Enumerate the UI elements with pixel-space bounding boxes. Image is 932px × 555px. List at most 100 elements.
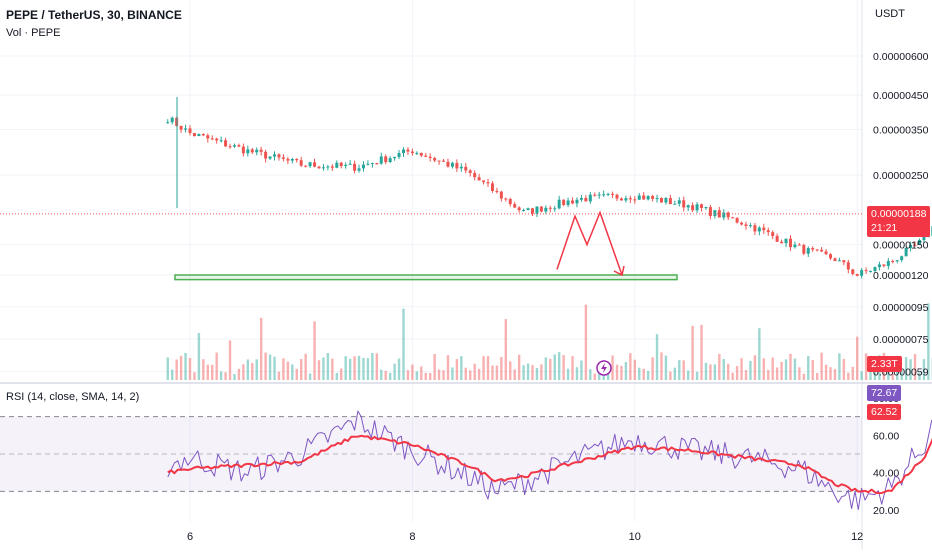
- volume-bar: [260, 318, 262, 380]
- candle-body: [856, 274, 859, 276]
- candle-body: [549, 208, 552, 209]
- candle-body: [833, 258, 836, 261]
- volume-bar: [714, 364, 716, 380]
- candle-body: [478, 177, 481, 180]
- volume-bar: [189, 358, 191, 380]
- candle-body: [865, 270, 868, 271]
- candle-body: [255, 150, 258, 153]
- candle-body: [700, 204, 703, 208]
- volume-bar: [433, 354, 435, 380]
- candle-body: [518, 207, 521, 210]
- volume-bar: [642, 369, 644, 380]
- candle-body: [900, 256, 903, 260]
- candle-body: [758, 228, 761, 232]
- price-tick-label: 0.00000095: [873, 302, 929, 314]
- volume-bar: [718, 354, 720, 380]
- volume-bar: [812, 360, 814, 380]
- candle-body: [415, 153, 418, 154]
- volume-bar: [665, 356, 667, 380]
- candle-body: [629, 198, 632, 199]
- candle-body: [495, 191, 498, 192]
- volume-bar: [589, 369, 591, 380]
- volume-bar: [362, 358, 364, 380]
- volume-bar: [224, 372, 226, 380]
- volume-bar: [638, 368, 640, 380]
- candle-body: [313, 162, 316, 166]
- candle-body: [260, 150, 263, 152]
- candle-body: [816, 250, 819, 251]
- candle-body: [460, 167, 463, 169]
- volume-bar: [536, 368, 538, 380]
- volume-bar: [856, 337, 858, 380]
- candle-body: [807, 248, 810, 254]
- candle-body: [482, 180, 485, 182]
- volume-bar: [745, 370, 747, 380]
- candle-body: [317, 167, 320, 169]
- volume-bar: [576, 367, 578, 380]
- volume-bar: [585, 305, 587, 380]
- volume-bar: [487, 356, 489, 380]
- candle-body: [286, 159, 289, 161]
- candle-body: [669, 198, 672, 204]
- candle-body: [380, 156, 383, 163]
- volume-bar: [829, 367, 831, 380]
- volume-bar: [749, 361, 751, 380]
- volume-bar: [180, 356, 182, 380]
- candle-body: [269, 157, 272, 159]
- volume-bar: [647, 371, 649, 380]
- candle-body: [531, 208, 534, 213]
- volume-bar: [300, 359, 302, 380]
- candle-body: [847, 262, 850, 269]
- volume-bar: [816, 373, 818, 380]
- candle-body: [713, 210, 716, 216]
- candle-body: [211, 138, 214, 139]
- volume-bar: [438, 369, 440, 380]
- volume-bar: [678, 360, 680, 380]
- candle-body: [180, 126, 183, 130]
- candle-body: [878, 264, 881, 267]
- candle-body: [593, 195, 596, 196]
- volume-bar: [353, 356, 355, 380]
- candle-body: [424, 156, 427, 157]
- candle-body: [780, 242, 783, 243]
- candle-body: [820, 250, 823, 252]
- candle-body: [567, 200, 570, 204]
- volume-bar: [442, 370, 444, 380]
- candle-body: [589, 195, 592, 202]
- volume-bar: [540, 364, 542, 380]
- price-tick-label: 0.00000600: [873, 51, 929, 63]
- volume-bar: [625, 362, 627, 380]
- candle-body: [762, 228, 765, 231]
- volume-bar: [287, 362, 289, 380]
- candle-body: [464, 167, 467, 171]
- volume-bar: [803, 374, 805, 380]
- candle-body: [220, 140, 223, 141]
- candle-body: [851, 269, 854, 274]
- volume-bar: [331, 359, 333, 380]
- candle-body: [389, 158, 392, 162]
- candle-body: [580, 198, 583, 200]
- candle-body: [575, 200, 578, 204]
- volume-bar: [687, 370, 689, 380]
- candle-body: [504, 199, 507, 200]
- volume-bar: [500, 357, 502, 380]
- volume-bar: [825, 365, 827, 380]
- candle-body: [273, 154, 276, 156]
- volume-bar: [385, 371, 387, 380]
- candle-body: [753, 225, 756, 231]
- candle-body: [598, 195, 601, 196]
- price-countdown: 21:21: [871, 221, 926, 235]
- candle-body: [749, 225, 752, 226]
- candle-body: [362, 165, 365, 169]
- time-tick-label: 8: [409, 531, 415, 543]
- volume-bar: [340, 368, 342, 380]
- rsi-tick-label: 40.00: [873, 468, 899, 480]
- volume-bar: [834, 369, 836, 380]
- candle-body: [309, 162, 312, 166]
- volume-bar: [754, 355, 756, 380]
- candle-body: [540, 207, 543, 212]
- volume-bar: [785, 359, 787, 380]
- candle-body: [722, 213, 725, 218]
